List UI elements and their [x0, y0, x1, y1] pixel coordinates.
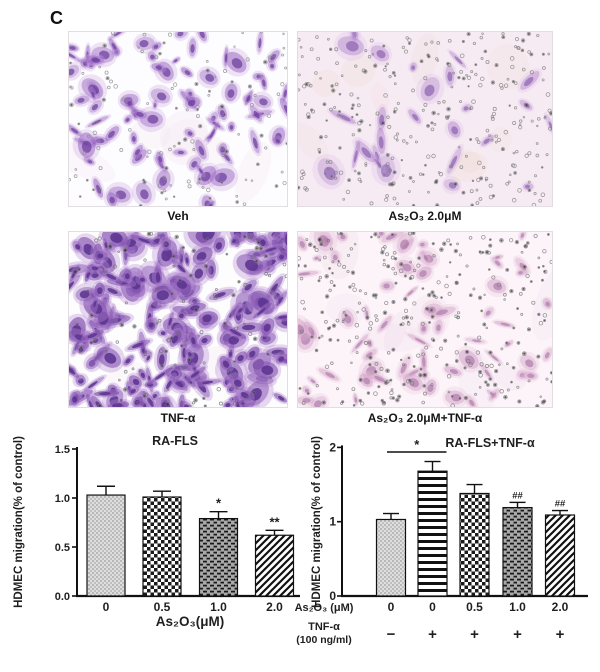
y-tick-label: 0	[329, 589, 336, 603]
x-category-label: 2.0	[266, 600, 283, 614]
significance-label: ##	[512, 490, 523, 501]
chart-title: RA-FLS+TNF-α	[445, 436, 535, 450]
bar	[502, 506, 533, 597]
xaxis-row1-value: 1.0	[509, 600, 526, 614]
bar	[417, 470, 448, 597]
micrograph-tnf	[68, 231, 288, 408]
xaxis-row2-symbol: +	[428, 626, 437, 643]
xaxis-row1-label: As₂O₃ (μM)	[295, 602, 354, 614]
bar	[459, 492, 490, 597]
micrograph-as2o3-tnf-image	[298, 232, 552, 407]
significance-label: *	[216, 496, 222, 511]
xaxis-row2-symbol: +	[556, 626, 565, 643]
xaxis-row1-value: 0	[429, 600, 436, 614]
xaxis-row2-symbol: −	[387, 626, 396, 643]
micrograph-tnf-image	[69, 232, 287, 407]
y-tick-label: 2	[329, 440, 336, 454]
bar-chart-ra-fls-tnf: 0 1 2 HDMEC migration(% of control) RA-FLS+T…	[295, 436, 588, 646]
xaxis-row2-label: TNF-α	[308, 621, 340, 633]
bar-chart-ra-fls: 0.0 0.5 1.0 1.5 HDMEC migration(% of control…	[13, 434, 300, 629]
significance-label: ##	[555, 499, 566, 510]
y-tick-label: 1	[329, 515, 336, 529]
significance-label: **	[269, 514, 280, 529]
xaxis-row2-label-line2: (100 ng/ml)	[296, 634, 351, 646]
micrograph-veh-image	[69, 32, 287, 206]
bar	[142, 496, 182, 597]
x-axis-label: As₂O₃(μM)	[156, 614, 225, 629]
y-tick-label: 1.5	[55, 444, 70, 456]
micrograph-as2o3	[297, 31, 553, 207]
xaxis-row1-value: 0.5	[466, 600, 483, 614]
y-axis-label: HDMEC migration(% of control)	[311, 436, 323, 608]
x-category-label: 0	[103, 600, 110, 614]
x-category-label: 1.0	[210, 600, 227, 614]
micrograph-caption-as2o3: As₂O₃ 2.0μM	[388, 209, 462, 223]
bar	[544, 514, 576, 597]
bar	[198, 517, 239, 597]
y-tick-label: 0.5	[55, 542, 70, 554]
bar	[254, 534, 295, 597]
xaxis-row1-value: 2.0	[552, 600, 569, 614]
micrograph-veh	[68, 31, 288, 207]
xaxis-row1-value: 0	[388, 600, 395, 614]
x-category-label: 0.5	[154, 600, 171, 614]
y-axis-label: HDMEC migration(% of control)	[13, 436, 25, 608]
bar	[375, 518, 407, 597]
y-tick-label: 0.0	[55, 591, 70, 603]
chart-title: RA-FLS	[152, 434, 198, 448]
micrograph-caption-veh: Veh	[167, 209, 189, 223]
xaxis-row2-symbol: +	[470, 626, 479, 643]
micrograph-as2o3-image	[298, 32, 552, 206]
bar	[86, 494, 126, 597]
xaxis-row2-symbol: +	[513, 626, 522, 643]
micrograph-caption-tnf: TNF-α	[160, 411, 196, 425]
micrograph-as2o3-tnf	[297, 231, 553, 408]
micrograph-caption-as2o3-tnf: As₂O₃ 2.0μM+TNF-α	[367, 411, 483, 425]
y-tick-label: 1.0	[55, 493, 70, 505]
panel-label: C	[50, 8, 63, 28]
comparison-significance-label: *	[414, 437, 420, 452]
